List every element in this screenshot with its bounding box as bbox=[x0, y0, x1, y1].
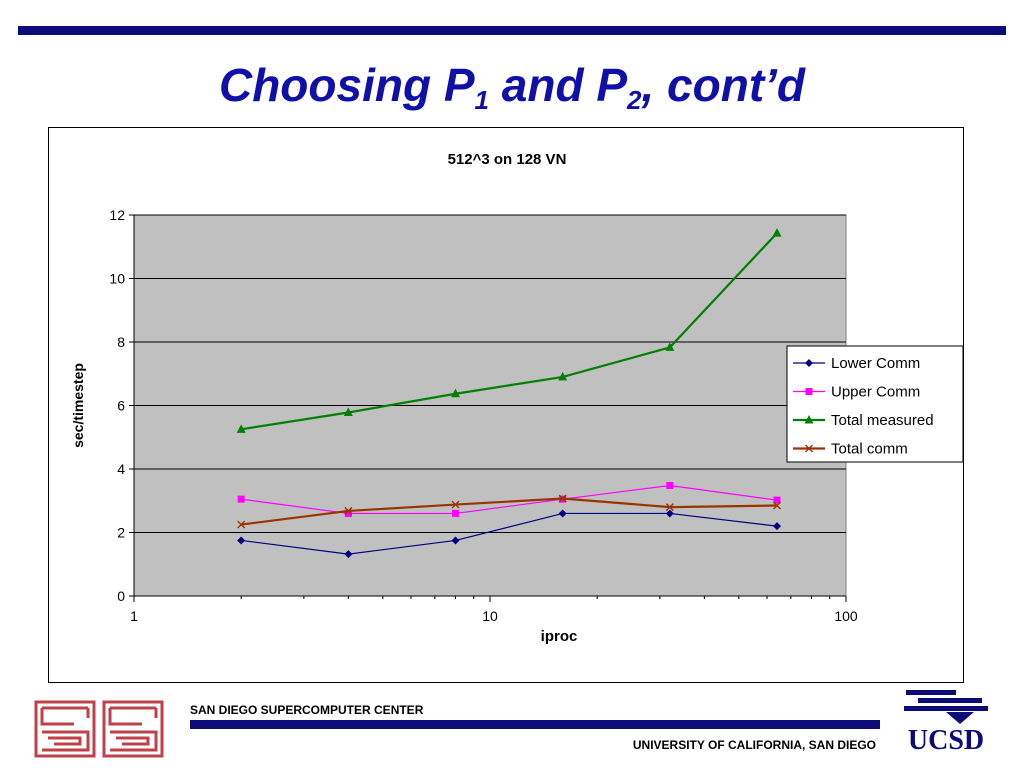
y-tick-label-3: 6 bbox=[117, 398, 125, 414]
series-1-point-0 bbox=[237, 495, 245, 503]
x-axis-title: iproc bbox=[541, 628, 578, 645]
legend-label-3: Total comm bbox=[831, 441, 908, 458]
series-0-point-3 bbox=[558, 509, 567, 518]
series-1-point-2 bbox=[452, 509, 460, 517]
series-2-point-1 bbox=[343, 407, 353, 416]
x-tick-label-1: 10 bbox=[482, 608, 498, 624]
title-text-mid: and P bbox=[488, 59, 628, 111]
series-3-point-1 bbox=[344, 506, 353, 515]
title-subscript-1: 1 bbox=[474, 85, 489, 115]
series-1-point-1 bbox=[344, 509, 352, 517]
series-2-point-0 bbox=[236, 424, 246, 433]
legend-label-0: Lower Comm bbox=[831, 355, 920, 372]
series-2-point-5 bbox=[772, 228, 782, 237]
series-0-point-0 bbox=[237, 536, 246, 545]
y-tick-label-4: 8 bbox=[117, 334, 125, 350]
legend-marker-2 bbox=[804, 415, 814, 424]
series-3-point-4 bbox=[665, 503, 674, 512]
y-axis-title: sec/timestep bbox=[70, 363, 86, 448]
legend-label-1: Upper Comm bbox=[831, 384, 920, 401]
footer-university-name: UNIVERSITY OF CALIFORNIA, SAN DIEGO bbox=[632, 738, 876, 752]
footer-divider-bar bbox=[190, 720, 880, 729]
legend-marker-1 bbox=[805, 388, 813, 395]
title-subscript-2: 2 bbox=[627, 85, 642, 115]
legend-box bbox=[786, 345, 964, 463]
legend-marker-0 bbox=[805, 359, 813, 367]
series-0-point-2 bbox=[451, 536, 460, 545]
series-1-point-5 bbox=[773, 496, 781, 504]
top-divider-bar bbox=[18, 26, 1006, 35]
series-3-point-3 bbox=[558, 494, 567, 503]
series-2-point-3 bbox=[558, 371, 568, 381]
sdsc-logo bbox=[34, 700, 164, 758]
series-1-point-4 bbox=[666, 482, 674, 490]
series-3-point-2 bbox=[451, 500, 460, 509]
footer-center-name: SAN DIEGO SUPERCOMPUTER CENTER bbox=[190, 703, 424, 717]
y-tick-label-0: 0 bbox=[117, 588, 125, 604]
series-line-3 bbox=[241, 497, 778, 526]
series-line-1 bbox=[241, 484, 778, 515]
line-chart: 0 2 4 6 8 10 12 1 10 100 512^3 on 128 VN iproc sec/t… bbox=[70, 151, 964, 645]
x-tick-label-0: 1 bbox=[130, 608, 138, 624]
series-2-point-4 bbox=[665, 342, 675, 351]
series-3-point-0 bbox=[237, 520, 246, 529]
series-2-point-2 bbox=[451, 388, 461, 398]
y-tick-label-1: 2 bbox=[117, 525, 125, 541]
ucsd-emblem-icon bbox=[904, 690, 988, 724]
series-line-0 bbox=[241, 512, 778, 555]
legend-label-2: Total measured bbox=[831, 412, 934, 429]
title-text-main: Choosing P bbox=[218, 59, 475, 111]
series-3-point-5 bbox=[773, 501, 781, 510]
chart-title: 512^3 on 128 VN bbox=[448, 151, 567, 168]
legend-marker-3 bbox=[805, 444, 813, 453]
y-tick-label-2: 4 bbox=[117, 461, 125, 477]
series-0-point-1 bbox=[344, 550, 353, 559]
ucsd-logo-text: UCSD bbox=[907, 725, 985, 756]
series-0-point-5 bbox=[773, 522, 782, 531]
x-tick-label-2: 100 bbox=[834, 608, 858, 624]
y-tick-label-5: 10 bbox=[109, 271, 125, 287]
series-line-2 bbox=[240, 232, 778, 431]
title-text-end: , cont’d bbox=[641, 59, 806, 111]
slide-title: Choosing P1 and P2, cont’d bbox=[0, 62, 1024, 113]
chart-frame: 0 2 4 6 8 10 12 1 10 100 512^3 on 128 VN iproc sec/t… bbox=[48, 127, 964, 683]
series-0-point-4 bbox=[665, 509, 674, 518]
y-tick-label-6: 12 bbox=[109, 207, 125, 223]
